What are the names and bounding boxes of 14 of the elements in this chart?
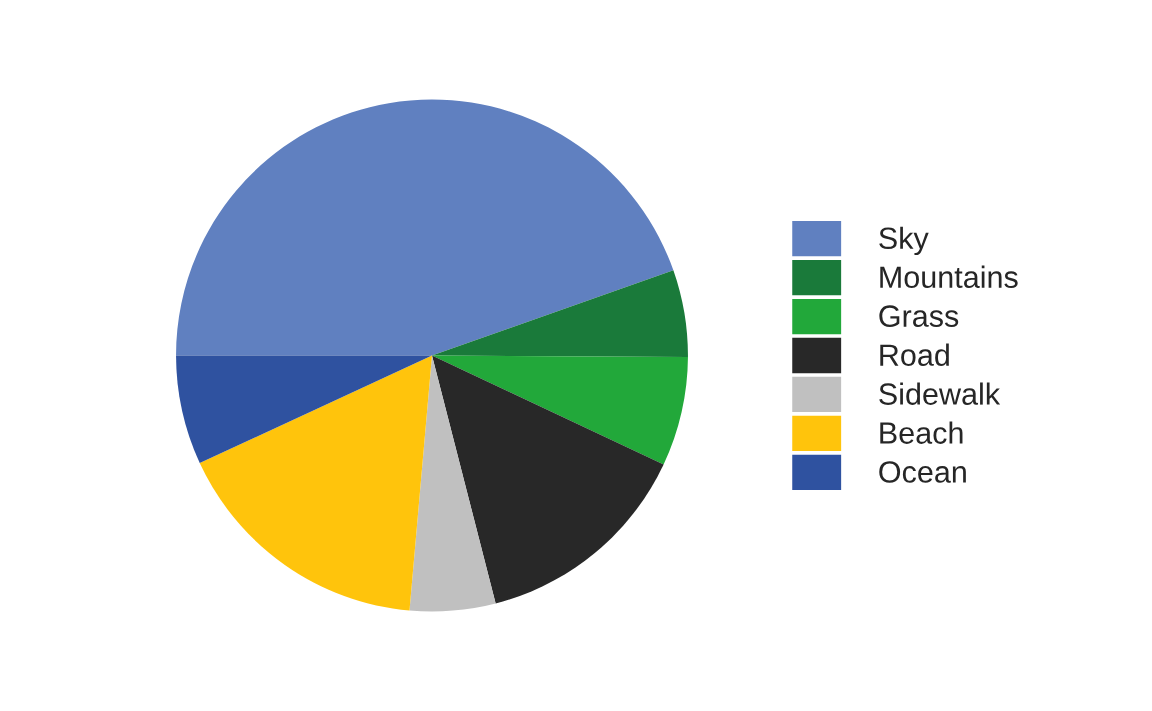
legend-label: Beach [880, 421, 963, 444]
legend-label: Sky [879, 226, 929, 256]
pie-slice [176, 355, 432, 464]
legend-label: Sidewalk [879, 382, 1001, 405]
legend-label: Road [880, 343, 949, 366]
legend-label: Mountains [880, 265, 1018, 289]
legend-label: Grass [879, 305, 959, 327]
pie-slice [432, 270, 688, 358]
legend-label: Ocean [879, 461, 966, 483]
pie-slice [199, 355, 432, 611]
pie-slice [176, 99, 674, 356]
pie-slice [432, 355, 688, 465]
pie-slice [409, 355, 496, 612]
pie-slice [432, 355, 664, 604]
